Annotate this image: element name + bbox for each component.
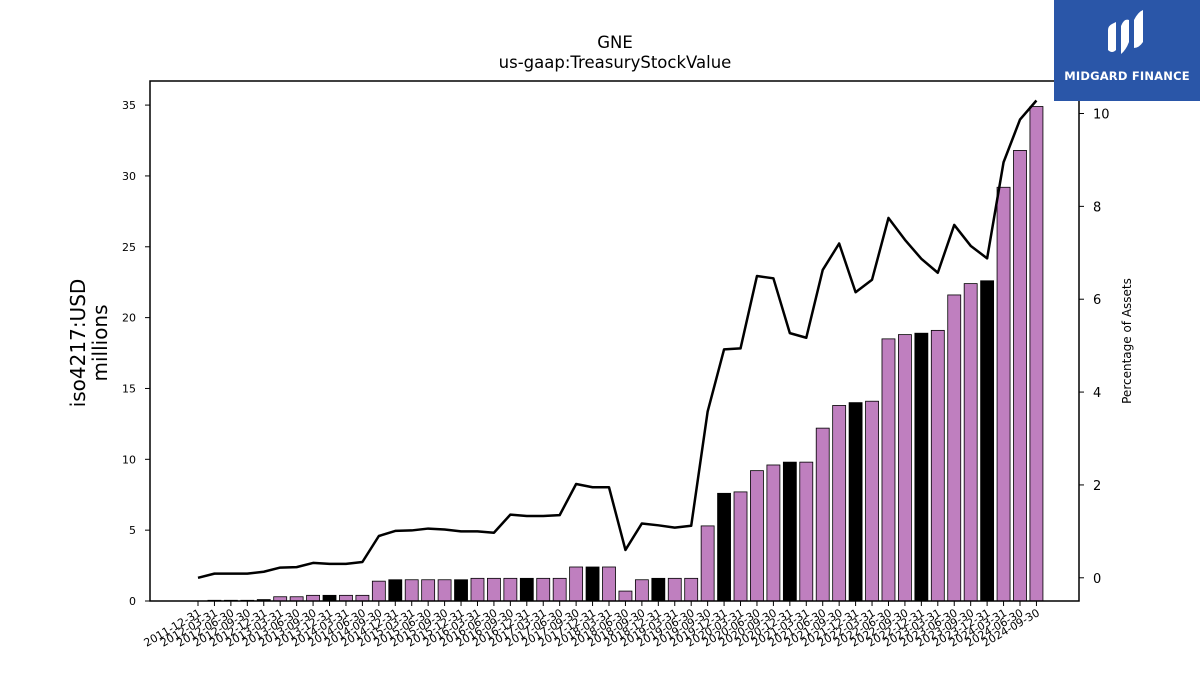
bar (552, 577, 567, 602)
y-tick-label: 10 (122, 453, 136, 466)
bar (585, 566, 600, 602)
bar (503, 577, 518, 602)
bar (487, 577, 501, 602)
bar (815, 427, 830, 602)
bar (898, 334, 912, 602)
y2-tick-label: 4 (1093, 386, 1101, 401)
logo-text: MIDGARD FINANCE (1064, 69, 1190, 83)
series-line (197, 99, 1038, 580)
bar (569, 566, 584, 602)
bar (371, 580, 386, 602)
bar (930, 329, 945, 602)
bar (865, 400, 879, 602)
bar (1029, 106, 1044, 602)
bar (404, 579, 419, 602)
bar (519, 577, 534, 602)
y2-tick-label: 6 (1093, 293, 1101, 308)
bar (766, 464, 781, 602)
bar (421, 579, 436, 602)
bar (717, 492, 731, 602)
bar (799, 461, 814, 602)
bar (651, 577, 666, 602)
bar (437, 579, 452, 602)
bar (536, 577, 551, 602)
y2-tick-label: 2 (1093, 479, 1101, 494)
bar (700, 525, 715, 602)
bar (963, 283, 978, 602)
bar (667, 577, 682, 602)
y2-axis-label: Percentage of Assets (1120, 278, 1134, 404)
bar (832, 405, 847, 602)
bar (388, 579, 403, 602)
bar (306, 594, 320, 602)
bar (947, 294, 962, 602)
midgard-logo-icon (1108, 10, 1143, 55)
bar (454, 579, 468, 602)
bar (322, 594, 337, 602)
bar (914, 332, 929, 602)
bar (733, 491, 748, 602)
chart-subtitle: us-gaap:TreasuryStockValue (499, 53, 732, 72)
bar (355, 594, 370, 602)
bar (980, 280, 995, 602)
y2-tick-label: 10 (1093, 108, 1110, 123)
bar (634, 579, 649, 602)
y-tick-label: 0 (129, 595, 136, 608)
bar (602, 566, 616, 602)
svg-text:iso4217:USDmillions: iso4217:USDmillions (66, 279, 112, 408)
bar (848, 402, 863, 602)
bar (782, 461, 797, 602)
bar (470, 577, 485, 602)
bar (684, 577, 699, 602)
y2-tick-label: 8 (1093, 200, 1101, 215)
y-tick-label: 5 (129, 524, 136, 537)
plot-frame (149, 80, 1080, 602)
bar (996, 186, 1011, 602)
bar (1013, 150, 1027, 602)
bar (618, 590, 633, 602)
bar (339, 594, 353, 602)
y-tick-label: 25 (122, 241, 136, 254)
y2-tick-label: 0 (1093, 572, 1101, 587)
y-tick-label: 30 (122, 170, 136, 183)
y-tick-label: 35 (122, 99, 136, 112)
chart-title: GNE (597, 33, 633, 52)
y-axis-label: iso4217:USDmillions (66, 279, 112, 408)
y-tick-label: 15 (122, 382, 136, 395)
midgard-finance-logo: MIDGARD FINANCE (1054, 0, 1200, 101)
bar (881, 338, 896, 602)
y-tick-label: 20 (122, 312, 136, 325)
bar (750, 470, 764, 602)
